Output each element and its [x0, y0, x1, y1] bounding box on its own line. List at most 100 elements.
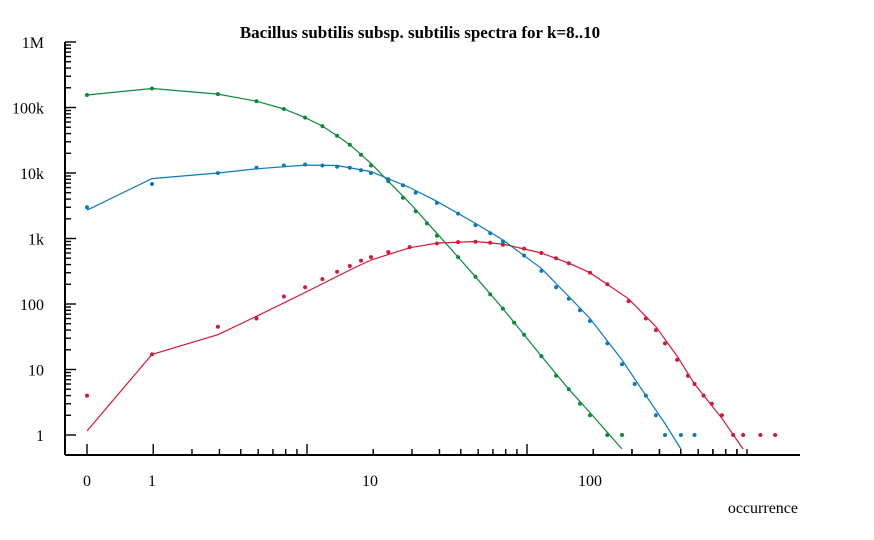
data-point-series-2	[643, 393, 648, 398]
data-point-series-1	[347, 142, 352, 147]
data-point-series-1	[303, 115, 308, 120]
y-tick-label: 10k	[20, 166, 44, 183]
data-point-series-3	[741, 433, 746, 437]
data-point-series-3	[653, 328, 658, 333]
x-tick-label: 100	[578, 473, 602, 490]
data-point-series-3	[303, 285, 308, 290]
fit-line-3	[86, 240, 744, 450]
data-point-series-3	[719, 413, 724, 418]
data-point-series-2	[347, 165, 352, 170]
data-point-series-3	[554, 256, 559, 261]
data-point-series-2	[678, 433, 683, 437]
data-point-series-2	[85, 205, 89, 210]
data-point-series-1	[320, 124, 325, 129]
data-point-series-1	[434, 233, 439, 238]
data-point-series-1	[473, 274, 478, 279]
data-point-series-3	[773, 433, 778, 437]
data-point-series-3	[473, 239, 478, 244]
data-point-series-2	[620, 362, 624, 367]
y-tick-label: 1M	[22, 35, 44, 52]
data-point-series-3	[150, 352, 154, 357]
data-point-series-1	[554, 373, 559, 378]
data-point-series-3	[369, 255, 373, 260]
data-point-series-3	[386, 250, 391, 255]
data-point-series-3	[500, 242, 505, 247]
data-point-series-3	[215, 324, 220, 329]
axes: 1 10 100 1k 10k 100k 1M 0 1 10 100	[12, 35, 800, 490]
data-point-series-1	[85, 93, 89, 97]
data-point-series-3	[335, 269, 340, 274]
data-point-series-1	[369, 163, 373, 168]
data-point-series-1	[512, 320, 517, 325]
data-point-series-3	[456, 240, 461, 245]
data-point-series-1	[150, 86, 154, 91]
data-point-series-3	[709, 401, 714, 406]
chart-title: Bacillus subtilis subsp. subtilis spectr…	[240, 23, 600, 42]
data-point-series-3	[539, 251, 544, 255]
data-point-series-2	[281, 163, 286, 168]
data-point-series-2	[588, 319, 592, 323]
data-point-series-2	[369, 171, 373, 175]
y-tick-label: 1k	[28, 232, 44, 249]
data-point-series-2	[605, 341, 610, 346]
data-point-series-2	[254, 165, 259, 170]
data-point-series-3	[85, 393, 89, 398]
data-point-series-3	[685, 373, 690, 378]
data-point-series-3	[359, 258, 363, 263]
data-point-series-1	[488, 292, 493, 297]
data-point-series-2	[500, 239, 505, 244]
data-point-series-1	[254, 99, 259, 104]
data-point-series-3	[434, 241, 439, 246]
data-point-series-1	[500, 306, 505, 311]
x-tick-label: 0	[83, 473, 91, 490]
data-point-series-1	[359, 152, 363, 157]
data-point-series-2	[386, 177, 391, 182]
y-tick-label: 10	[28, 363, 44, 380]
data-point-series-3	[643, 316, 648, 321]
data-point-series-2	[473, 223, 478, 228]
data-point-series-3	[566, 261, 571, 266]
data-point-series-1	[413, 209, 418, 214]
data-point-series-2	[150, 182, 154, 186]
data-point-series-3	[347, 264, 352, 268]
data-point-series-2	[359, 168, 363, 173]
fit-line-1	[86, 87, 623, 450]
data-point-series-2	[335, 164, 340, 169]
data-point-series-1	[539, 354, 544, 359]
data-point-series-1	[281, 107, 286, 111]
data-point-series-3	[407, 245, 412, 250]
data-point-series-2	[566, 296, 571, 301]
data-point-series-1	[620, 433, 624, 437]
data-point-series-3	[588, 270, 592, 275]
x-tick-label: 1	[148, 473, 156, 490]
data-point-series-1	[335, 133, 340, 138]
data-point-series-3	[701, 393, 706, 398]
data-point-series-2	[578, 308, 582, 313]
data-point-series-2	[456, 211, 461, 216]
data-point-series-3	[692, 382, 697, 386]
data-point-series-2	[692, 433, 697, 437]
data-point-series-1	[578, 401, 582, 406]
data-point-series-3	[281, 294, 286, 299]
data-point-series-2	[434, 200, 439, 205]
data-point-series-1	[401, 195, 405, 200]
data-point-series-2	[215, 171, 220, 175]
data-point-series-2	[663, 433, 667, 437]
data-point-series-2	[303, 162, 308, 167]
data-point-series-1	[588, 413, 592, 418]
data-point-series-2	[522, 253, 527, 258]
data-point-series-3	[254, 316, 259, 321]
data-point-series-3	[758, 433, 763, 437]
data-point-series-1	[424, 221, 429, 226]
data-point-series-3	[605, 282, 610, 287]
data-point-series-1	[456, 255, 461, 260]
data-point-series-1	[215, 92, 220, 97]
data-point-series-3	[675, 357, 680, 362]
data-point-series-3	[320, 277, 325, 282]
y-tick-label: 100	[20, 297, 44, 314]
x-axis-label: occurrence	[728, 500, 798, 517]
x-tick-label: 10	[362, 473, 378, 490]
data-point-series-2	[320, 163, 325, 168]
data-point-series-3	[626, 299, 631, 304]
